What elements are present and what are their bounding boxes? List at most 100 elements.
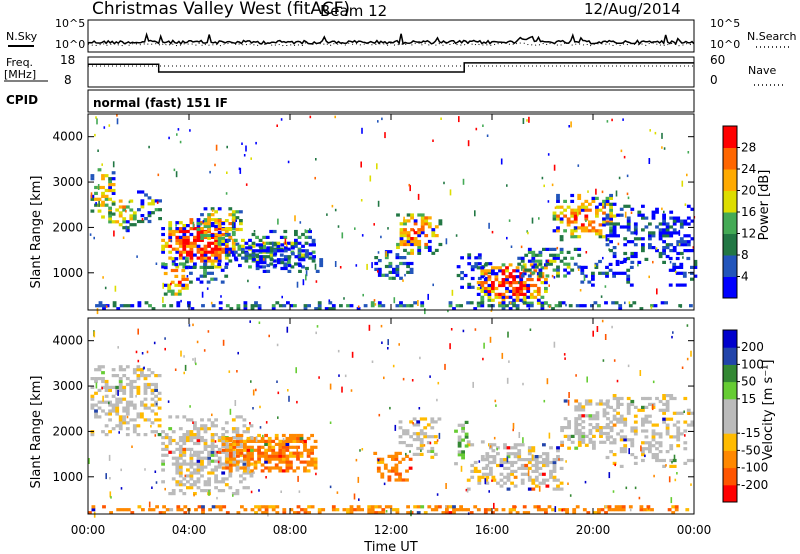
power-cell xyxy=(200,227,204,231)
power-cell xyxy=(128,200,131,204)
velocity-cell xyxy=(239,433,244,438)
power-cell xyxy=(556,265,560,269)
velocity-cell xyxy=(182,483,187,487)
power-cell xyxy=(669,260,672,264)
power-cell xyxy=(491,230,494,234)
power-cell xyxy=(584,205,589,209)
power-cell xyxy=(231,253,236,257)
velocity-cell xyxy=(607,505,612,509)
velocity-cell xyxy=(569,494,572,497)
power-cell xyxy=(173,168,176,172)
power-cell xyxy=(595,232,599,236)
velocity-cell xyxy=(157,397,162,401)
power-cell xyxy=(686,204,691,208)
power-cell xyxy=(243,154,246,157)
velocity-cell xyxy=(643,508,647,512)
power-cell xyxy=(98,200,100,207)
velocity-cell xyxy=(122,388,127,392)
velocity-cell xyxy=(129,403,134,407)
power-cell xyxy=(273,249,278,253)
velocity-cell xyxy=(599,399,603,403)
power-cell xyxy=(144,301,149,305)
power-cell xyxy=(285,244,288,247)
velocity-cell xyxy=(376,466,381,470)
power-cell xyxy=(467,262,472,266)
power-cell xyxy=(225,192,228,195)
power-cell xyxy=(427,216,432,220)
velocity-cell xyxy=(395,511,400,515)
velocity-cell xyxy=(200,456,204,460)
power-cell xyxy=(558,301,562,305)
velocity-cell xyxy=(243,466,247,470)
velocity-cell xyxy=(412,417,417,421)
velocity-cell xyxy=(293,511,297,515)
power-cell xyxy=(458,116,460,123)
velocity-cell xyxy=(210,447,215,451)
power-cell xyxy=(505,266,509,270)
power-cell xyxy=(618,176,621,180)
velocity-cell xyxy=(408,457,413,461)
velocity-cell xyxy=(274,466,279,470)
velocity-cell xyxy=(289,439,293,443)
power-cell xyxy=(140,202,145,206)
power-cell xyxy=(169,304,174,308)
velocity-cell xyxy=(633,429,638,433)
power-cell xyxy=(420,225,425,229)
velocity-cell xyxy=(633,420,638,424)
freq-unit: [MHz] xyxy=(4,68,36,81)
power-cell xyxy=(290,241,295,245)
power-cell xyxy=(505,295,509,299)
power-cell xyxy=(609,229,613,233)
velocity-cell xyxy=(674,508,679,512)
velocity-cell xyxy=(552,458,557,462)
velocity-cell xyxy=(552,469,557,473)
power-cell xyxy=(247,279,249,283)
velocity-cell xyxy=(267,436,272,441)
power-cell xyxy=(512,275,516,279)
power-cell xyxy=(217,230,222,234)
power-cell xyxy=(238,263,242,268)
velocity-cell xyxy=(257,460,261,464)
velocity-cell xyxy=(189,405,191,408)
power-cell xyxy=(598,259,602,264)
velocity-cell xyxy=(236,442,240,446)
power-cell xyxy=(551,183,554,187)
colorbar-swatch xyxy=(723,347,737,365)
velocity-cell xyxy=(513,484,518,488)
power-cell xyxy=(259,246,263,250)
velocity-cell xyxy=(564,357,566,360)
velocity-cell xyxy=(581,431,586,436)
velocity-cell xyxy=(469,511,474,515)
power-cell xyxy=(483,272,488,276)
power-cell xyxy=(210,250,215,254)
x-tick-label: 16:00 xyxy=(475,523,510,537)
power-cell xyxy=(413,237,418,241)
power-cell xyxy=(662,216,666,220)
velocity-cell xyxy=(299,436,304,441)
power-cell xyxy=(410,251,414,255)
velocity-cell xyxy=(306,469,311,473)
power-cell xyxy=(171,259,176,263)
power-cell xyxy=(125,225,128,232)
power-cell xyxy=(662,251,666,256)
power-cell xyxy=(615,259,620,264)
power-cell xyxy=(287,247,291,251)
power-cell xyxy=(689,304,693,308)
velocity-cell xyxy=(143,377,148,381)
power-cell xyxy=(508,289,513,293)
velocity-cell xyxy=(289,445,293,449)
power-cell xyxy=(618,304,623,308)
velocity-cell xyxy=(221,471,226,475)
velocity-cell xyxy=(122,374,127,378)
power-cell xyxy=(123,304,128,308)
power-cell xyxy=(189,256,194,260)
power-cell xyxy=(220,280,225,284)
velocity-cell xyxy=(445,505,449,509)
power-cell xyxy=(101,163,103,166)
power-cell xyxy=(672,219,677,223)
velocity-cell xyxy=(679,432,684,436)
velocity-cell xyxy=(552,463,557,468)
velocity-cell xyxy=(623,447,628,451)
power-cell xyxy=(623,237,628,241)
velocity-cell xyxy=(140,412,144,416)
